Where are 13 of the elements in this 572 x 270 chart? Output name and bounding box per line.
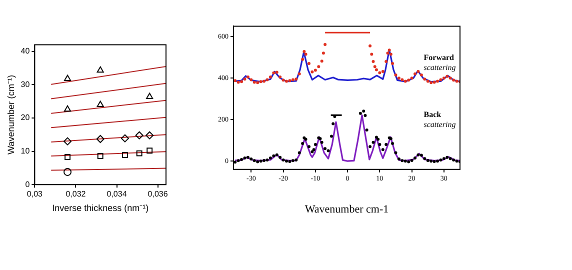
y-tick-label: 10 bbox=[20, 146, 30, 156]
annotation: Back scattering bbox=[424, 110, 456, 130]
x-tick-label: 0,034 bbox=[106, 190, 128, 199]
x-tick-label: 0,03 bbox=[26, 190, 44, 199]
y-tick-label: 20 bbox=[20, 113, 30, 122]
x-axis-title: Inverse thickness (nm⁻¹) bbox=[52, 203, 149, 214]
y-axis-title: Wavenumber (cm⁻¹) bbox=[6, 74, 16, 155]
y-tick-label: 30 bbox=[20, 80, 30, 89]
x-tick-label: 0,036 bbox=[148, 190, 168, 199]
annotation: Forward scattering bbox=[424, 52, 456, 72]
x-axis-title: Wavenumber cm-1 bbox=[304, 203, 389, 216]
x-tick-label: 0,032 bbox=[66, 190, 86, 199]
y-tick-label: 40 bbox=[20, 46, 30, 56]
